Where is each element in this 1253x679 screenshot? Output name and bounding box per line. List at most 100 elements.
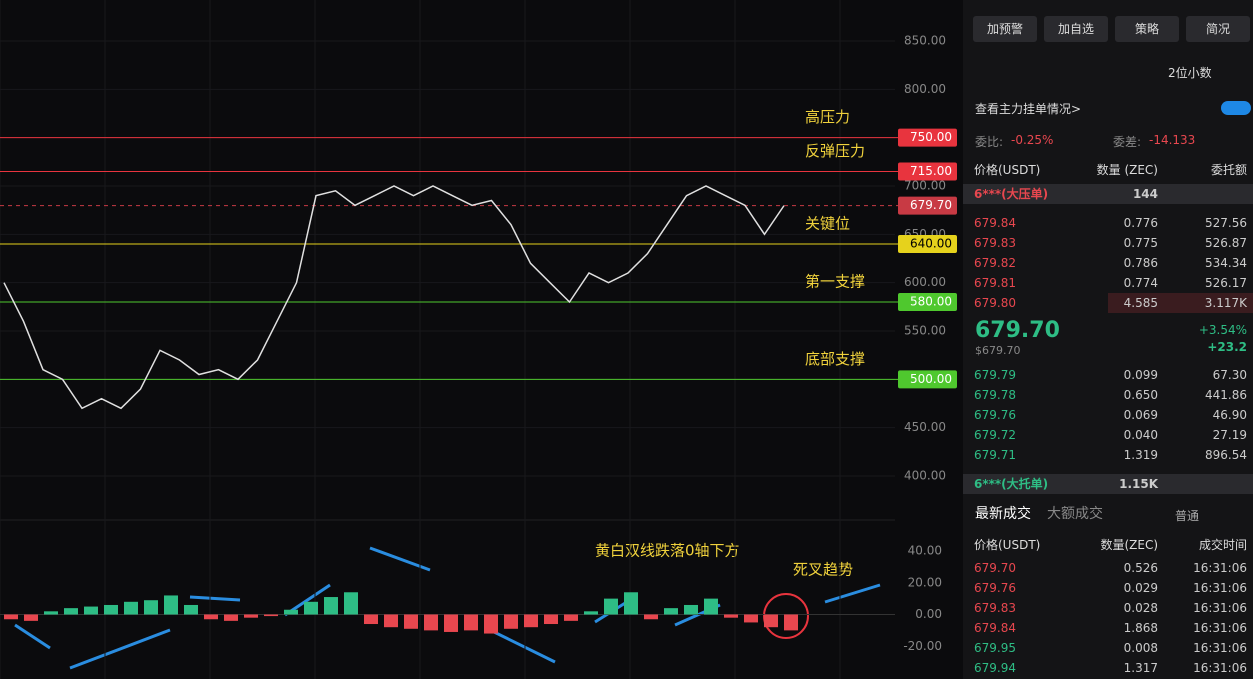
bid-row-cell: 679.72 <box>974 428 1016 442</box>
ask-row-cell: 679.81 <box>974 276 1016 290</box>
big-bid: 6***(大托单) 1.15K <box>963 474 1253 494</box>
ask-row-cell: 534.34 <box>1205 256 1247 270</box>
trade-row-cell: 0.008 <box>1123 641 1158 655</box>
diff-label: 委差: <box>1113 135 1142 149</box>
bid-row-cell: 46.90 <box>1212 408 1247 422</box>
bid-row-cell: 896.54 <box>1205 448 1247 462</box>
bid-row-cell: 679.79 <box>974 368 1016 382</box>
ask-row-cell: 0.786 <box>1123 256 1158 270</box>
toggle-btn[interactable] <box>1221 101 1251 115</box>
macd-bar <box>724 614 738 618</box>
trade-row-cell: 679.70 <box>974 561 1016 575</box>
trade-row-cell: 0.029 <box>1123 581 1158 595</box>
macd-bar <box>84 606 98 615</box>
bid-row-cell: 0.069 <box>1123 408 1158 422</box>
btn[interactable]: 加预警 <box>973 16 1037 42</box>
macd-bar <box>4 614 18 620</box>
ratio-label: 委比: <box>975 135 1004 149</box>
ask-row-cell: 679.84 <box>974 216 1016 230</box>
trade-row-cell: 16:31:06 <box>1193 621 1247 635</box>
book-header: 价格(USDT) 数量 (ZEC) 委托额 <box>963 160 1253 180</box>
macd-bar <box>264 614 278 617</box>
macd-bar <box>184 604 198 615</box>
y-tick-label: 450.00 <box>904 420 946 434</box>
ask-row-cell: 679.82 <box>974 256 1016 270</box>
macd-tick-label: 40.00 <box>908 544 942 558</box>
tab[interactable]: 大额成交 <box>1047 506 1103 522</box>
bid-row-cell: 27.19 <box>1212 428 1247 442</box>
macd-bar <box>684 604 698 615</box>
bid-row-cell: 441.86 <box>1205 388 1247 402</box>
tab[interactable]: 最新成交 <box>975 506 1031 522</box>
macd-bar <box>304 601 318 615</box>
macd-bar <box>204 614 218 620</box>
trade-row-cell: 679.84 <box>974 621 1016 635</box>
ask-row: 679.80 4.585 3.117K <box>963 293 1253 313</box>
trade-row: 679.95 0.008 16:31:06 <box>963 638 1253 658</box>
trade-row-cell: 679.76 <box>974 581 1016 595</box>
trade-row-cell: 16:31:06 <box>1193 601 1247 615</box>
macd-bar <box>164 595 178 615</box>
macd-bar <box>564 614 578 621</box>
btn[interactable]: 简况 <box>1186 16 1250 42</box>
macd-bar <box>24 614 38 621</box>
trade-row: 679.83 0.028 16:31:06 <box>963 598 1253 618</box>
macd-tick-label: -20.00 <box>903 639 942 653</box>
level-badge <box>898 235 957 253</box>
macd-bar <box>144 600 158 615</box>
bid-row-cell: 0.650 <box>1123 388 1158 402</box>
macd-bar <box>584 611 598 615</box>
chart: 黄白双线跌落0轴下方 死叉趋势 850.00 800.00 750.00 700.00… <box>0 0 957 679</box>
big-bid-cell: 6***(大托单) <box>974 477 1049 491</box>
last-price: 679.70 <box>975 318 1060 343</box>
book-header-cell: 数量 (ZEC) <box>1096 163 1158 177</box>
level-badge <box>898 370 957 389</box>
last-usd: $679.70 <box>975 344 1021 357</box>
btn[interactable]: 加自选 <box>1044 16 1108 42</box>
macd-bar <box>604 598 618 615</box>
level-label: 500.00 <box>910 372 952 386</box>
level-badge <box>898 162 957 181</box>
macd-bar <box>504 614 518 629</box>
macd-bar <box>544 614 558 625</box>
change-pct: +3.54% <box>1198 323 1247 337</box>
annotation: 黄白双线跌落0轴下方 <box>595 542 740 560</box>
trade-row-cell: 16:31:06 <box>1193 561 1247 575</box>
bid-row-cell: 679.78 <box>974 388 1016 402</box>
btn[interactable]: 策略 <box>1115 16 1179 42</box>
trade-row-cell: 679.95 <box>974 641 1016 655</box>
macd-tick-label: 0.00 <box>915 607 942 621</box>
ask-row-cell: 0.775 <box>1123 236 1158 250</box>
decimals: 2位小数 <box>1168 66 1212 80</box>
trade-row-cell: 0.526 <box>1123 561 1158 575</box>
trade-row: 679.70 0.526 16:31:06 <box>963 558 1253 578</box>
big-bid-cell: 1.15K <box>1119 477 1158 491</box>
macd-tick-label: 20.00 <box>908 575 942 589</box>
trade-header-cell: 数量(ZEC) <box>1100 538 1158 552</box>
trade-row-cell: 679.94 <box>974 661 1016 675</box>
macd-bar <box>464 614 478 631</box>
level-badge <box>898 128 957 147</box>
ask-row-cell: 0.776 <box>1123 216 1158 230</box>
price-line <box>3 185 785 410</box>
trade-row-cell: 16:31:06 <box>1193 661 1247 675</box>
bid-row-cell: 679.71 <box>974 448 1016 462</box>
bid-row-cell: 0.040 <box>1123 428 1158 442</box>
macd-bar <box>364 614 378 625</box>
ask-row: 679.82 0.786 534.34 <box>963 253 1253 273</box>
bid-row-cell: 67.30 <box>1212 368 1247 382</box>
macd-bar <box>704 598 718 615</box>
macd-bar <box>444 614 458 632</box>
trade-row-cell: 0.028 <box>1123 601 1158 615</box>
side-panel: 加预警 加自选 策略 简况 2位小数 查看主力挂单情况> 委比: -0.25% 委差: -14.1… <box>963 0 1253 679</box>
ratio: -0.25% <box>1011 133 1054 147</box>
macd-bar <box>384 614 398 628</box>
macd-bar <box>764 614 778 628</box>
macd-bar <box>244 614 258 618</box>
level-text: 底部支撑 <box>805 350 865 368</box>
ask-row: 679.81 0.774 526.17 <box>963 273 1253 293</box>
macd-bar <box>624 592 638 615</box>
normal: 普通 <box>1175 509 1200 523</box>
ask-row: 679.84 0.776 527.56 <box>963 213 1253 233</box>
bid-row: 679.76 0.069 46.90 <box>963 405 1253 425</box>
